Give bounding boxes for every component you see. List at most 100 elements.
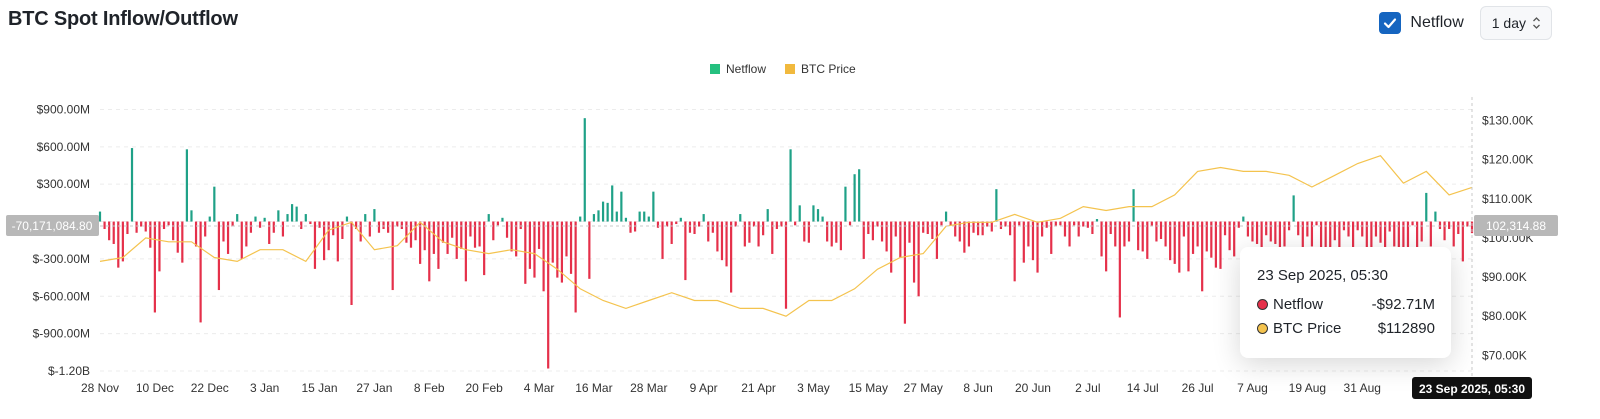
netflow-bar — [926, 221, 929, 234]
netflow-bar — [752, 221, 756, 227]
tooltip-date: 23 Sep 2025, 05:30 — [1257, 267, 1388, 284]
netflow-bar — [1351, 221, 1355, 254]
netflow-bar — [734, 221, 737, 227]
netflow-bar — [1443, 221, 1446, 241]
netflow-bar — [1251, 221, 1254, 242]
netflow-bar — [588, 221, 591, 279]
netflow-bar — [835, 221, 838, 243]
netflow-bar — [999, 221, 1003, 230]
netflow-bar — [762, 221, 765, 236]
netflow-bar — [190, 210, 193, 222]
netflow-bar — [547, 221, 550, 369]
netflow-bar — [364, 214, 367, 222]
netflow-bar — [606, 202, 609, 222]
netflow-bar — [1114, 221, 1117, 247]
netflow-bar — [1402, 221, 1405, 254]
netflow-bar — [149, 221, 152, 248]
netflow-bar — [533, 221, 536, 278]
netflow-bar — [647, 216, 650, 222]
netflow-bar — [1457, 221, 1460, 234]
netflow-bar — [1283, 221, 1286, 247]
netflow-bar — [414, 221, 417, 241]
netflow-bar — [620, 191, 623, 222]
netflow-bar — [377, 221, 381, 233]
netflow-bar — [1059, 221, 1062, 226]
netflow-bar — [492, 221, 495, 241]
netflow-bar — [1068, 221, 1071, 247]
netflow-bar — [775, 221, 778, 230]
netflow-bar — [1173, 221, 1176, 264]
netflow-bar — [359, 221, 362, 242]
netflow-bar — [1008, 221, 1012, 236]
netflow-bar — [135, 221, 138, 233]
netflow-bar — [405, 221, 408, 243]
netflow-bar — [478, 221, 481, 247]
netflow-bar — [912, 221, 916, 283]
netflow-bar — [423, 221, 426, 251]
netflow-bar — [1073, 221, 1076, 226]
netflow-bar — [949, 221, 952, 226]
netflow-bar — [702, 214, 705, 222]
netflow-bar — [1013, 221, 1016, 282]
netflow-bar — [661, 221, 664, 259]
legend-label-btc-price: BTC Price — [801, 62, 856, 76]
y-axis-right: $130.00K$120.00K$110.00K$100.00K$90.00K$… — [1482, 113, 1533, 362]
netflow-bar — [629, 221, 632, 233]
netflow-bar — [496, 221, 499, 226]
netflow-bar — [1214, 221, 1217, 268]
netflow-bar — [355, 221, 358, 230]
netflow-bar — [542, 221, 545, 292]
x-tick-label: 26 Jul — [1182, 381, 1214, 395]
netflow-bar — [579, 216, 582, 222]
netflow-bar — [707, 221, 710, 242]
netflow-bar — [839, 221, 842, 251]
interval-select[interactable]: 1 day — [1479, 6, 1552, 40]
netflow-bar — [231, 221, 234, 227]
netflow-bar — [720, 221, 724, 261]
x-tick-label: 14 Jul — [1127, 381, 1159, 395]
netflow-bar — [258, 221, 262, 228]
netflow-bar — [1361, 221, 1364, 237]
netflow-bar — [300, 221, 303, 230]
netflow-bar — [615, 211, 618, 222]
tooltip-price-row: BTC Price $112890 — [1257, 320, 1435, 337]
x-tick-label: 22 Dec — [191, 381, 229, 395]
x-tick-label: 28 Nov — [81, 381, 119, 395]
netflow-bar — [1095, 219, 1099, 222]
netflow-bar — [1384, 221, 1387, 249]
netflow-bar — [880, 221, 884, 242]
netflow-bar — [1109, 221, 1112, 234]
netflow-bar — [908, 221, 911, 243]
netflow-bar — [876, 221, 879, 227]
netflow-bar — [1105, 221, 1108, 272]
checkmark-icon — [1384, 18, 1397, 29]
netflow-bar — [899, 221, 902, 258]
netflow-bar — [1091, 221, 1094, 234]
netflow-bar — [688, 221, 692, 233]
netflow-bar — [286, 214, 289, 222]
netflow-bar — [1196, 221, 1199, 247]
netflow-bar — [592, 214, 596, 222]
x-tick-label: 2 Jul — [1075, 381, 1100, 395]
netflow-bar — [1319, 221, 1323, 251]
netflow-bar — [643, 211, 646, 222]
netflow-bar — [1370, 221, 1373, 268]
netflow-bar — [313, 221, 317, 269]
legend-swatch-btc-price — [785, 64, 795, 74]
netflow-bar — [1315, 221, 1318, 226]
netflow-checkbox[interactable] — [1379, 12, 1402, 34]
netflow-bar — [1333, 221, 1336, 241]
netflow-bar — [428, 221, 431, 282]
netflow-bar — [304, 214, 307, 222]
x-tick-label: 16 Mar — [575, 381, 612, 395]
netflow-bar — [117, 221, 120, 268]
netflow-bar — [1470, 221, 1474, 234]
x-tick-label: 31 Aug — [1344, 381, 1381, 395]
netflow-bar — [432, 221, 435, 254]
netflow-bar — [419, 221, 422, 264]
netflow-bar — [1118, 221, 1121, 318]
netflow-bar — [98, 211, 102, 222]
netflow-bar — [1027, 221, 1030, 247]
netflow-bar — [1127, 221, 1131, 242]
netflow-bar — [1278, 221, 1282, 252]
